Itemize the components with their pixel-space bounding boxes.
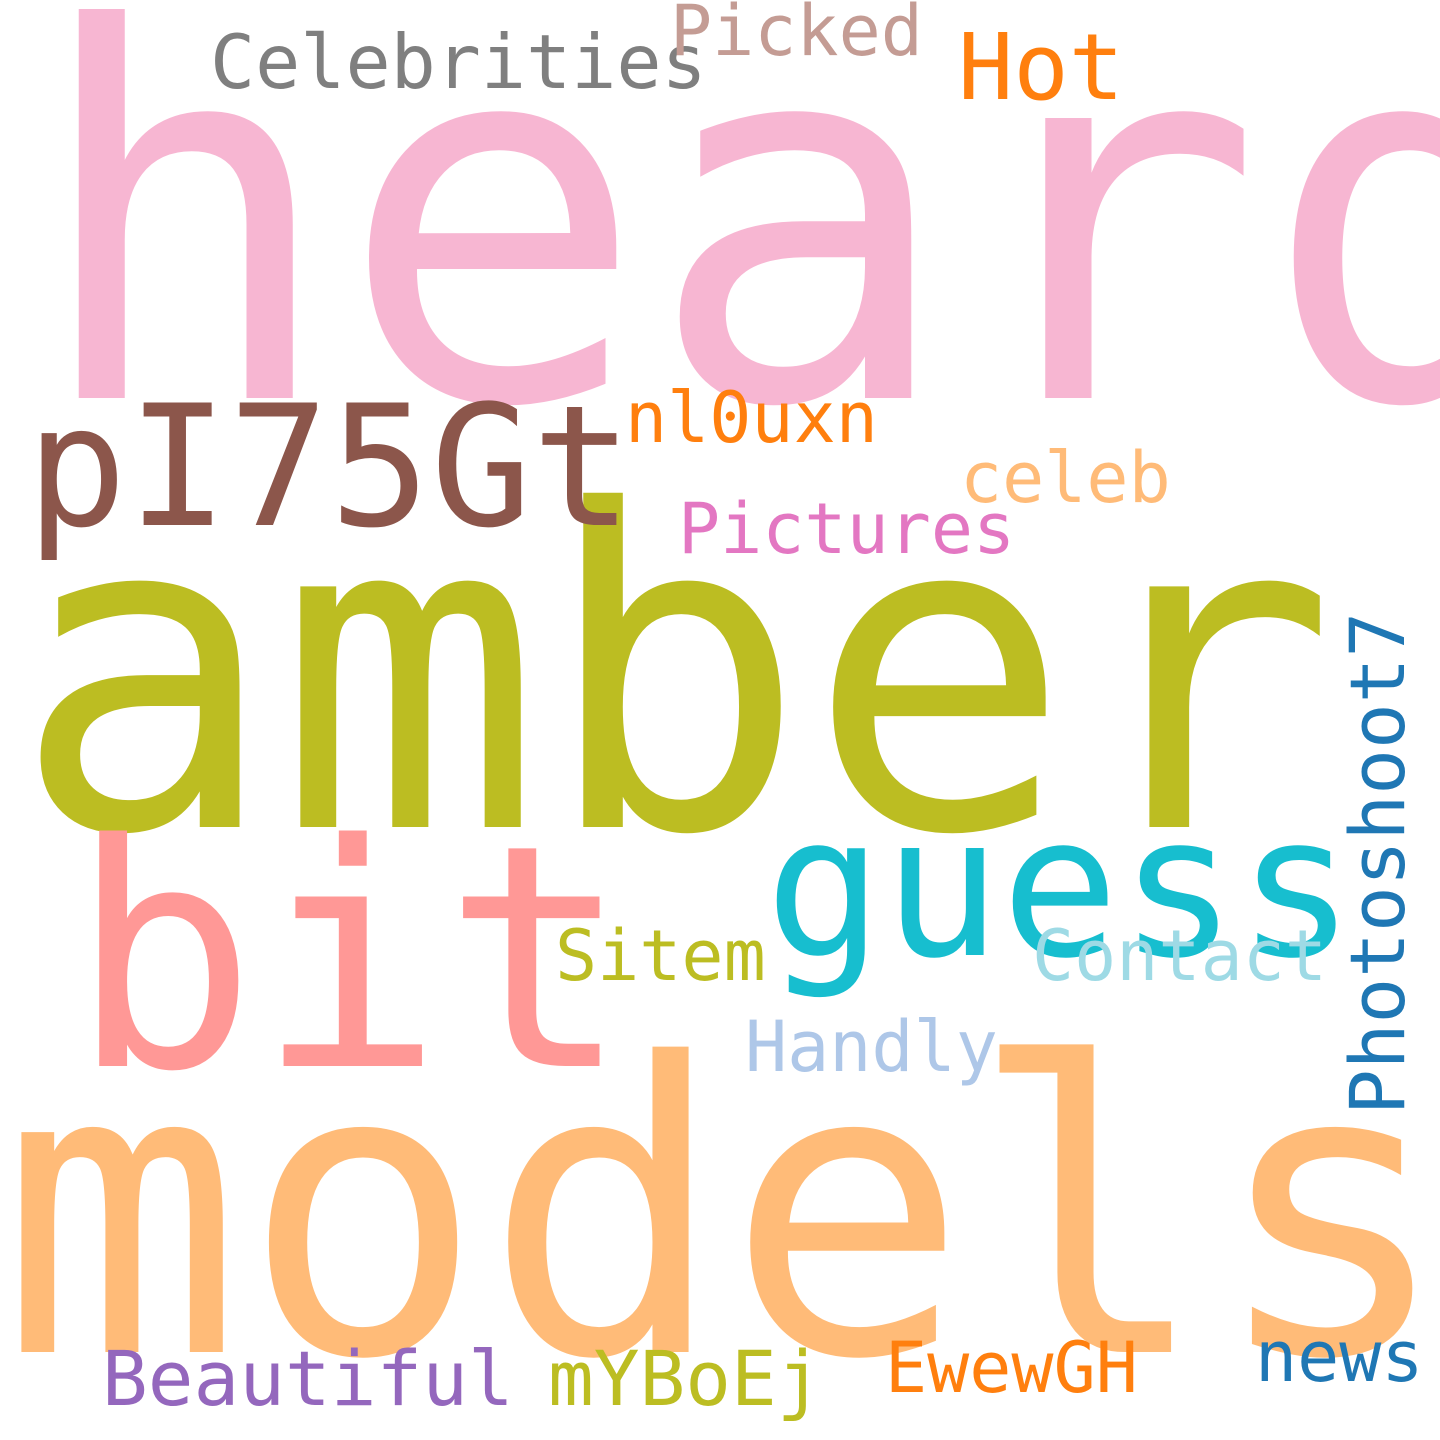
word-celeb: celeb <box>960 437 1171 519</box>
word-guess: guess <box>765 774 1356 1002</box>
word-amber: amber <box>12 419 1337 931</box>
word-news: news <box>1255 1316 1424 1398</box>
word-beautiful: Beautiful <box>102 1334 514 1423</box>
word-sitem: Sitem <box>555 915 766 997</box>
word-nl0uxn: nl0uxn <box>625 377 878 459</box>
word-picked: Picked <box>670 0 923 72</box>
word-ewewgh: EwewGH <box>885 1327 1138 1409</box>
word-contact: Contact <box>1032 915 1328 997</box>
word-models: models <box>0 979 1440 1440</box>
word-celebrities: Celebrities <box>210 18 707 106</box>
word-myboej: mYBoEj <box>548 1334 823 1423</box>
word-hot: Hot <box>958 14 1125 121</box>
word-photoshoot7: Photoshoot7 <box>1333 611 1422 1115</box>
word-heard: heard <box>30 0 1440 519</box>
word-handly: Handly <box>745 1006 998 1088</box>
word-pi75gt: pI75Gt <box>26 369 633 565</box>
word-pictures: Pictures <box>678 488 1016 570</box>
word-bit: bit <box>70 779 630 1140</box>
